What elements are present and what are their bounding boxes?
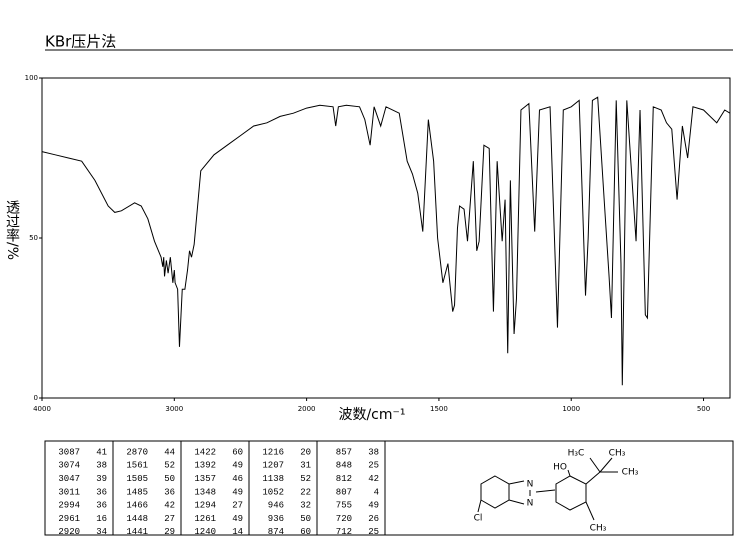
- wavenumber: 1348: [194, 487, 216, 497]
- transmittance: 42: [164, 501, 175, 511]
- wavenumber: 3087: [58, 447, 80, 457]
- wavenumber: 1392: [194, 461, 216, 471]
- transmittance: 34: [96, 527, 107, 537]
- wavenumber: 1561: [126, 461, 148, 471]
- wavenumber: 2870: [126, 447, 148, 457]
- wavenumber: 1357: [194, 474, 216, 484]
- title: KBr压片法: [45, 33, 116, 51]
- transmittance: 60: [300, 527, 311, 537]
- transmittance: 38: [368, 447, 379, 457]
- atom-label: Cl: [474, 514, 483, 524]
- transmittance: 49: [232, 461, 243, 471]
- transmittance: 32: [300, 501, 311, 511]
- transmittance: 42: [368, 474, 379, 484]
- x-tick-label: 1000: [562, 405, 580, 413]
- atom-label: H₃C: [568, 449, 585, 459]
- transmittance: 46: [232, 474, 243, 484]
- y-tick-label: 0: [34, 394, 38, 402]
- wavenumber: 720: [336, 514, 352, 524]
- spectrum-line: [41, 96, 731, 386]
- wavenumber: 1422: [194, 447, 216, 457]
- wavenumber: 1441: [126, 527, 148, 537]
- transmittance: 36: [164, 487, 175, 497]
- wavenumber: 848: [336, 461, 352, 471]
- transmittance: 50: [300, 514, 311, 524]
- transmittance: 25: [368, 527, 379, 537]
- wavenumber: 2961: [58, 514, 80, 524]
- transmittance: 49: [232, 514, 243, 524]
- transmittance: 14: [232, 527, 243, 537]
- x-tick-label: 3000: [165, 405, 183, 413]
- wavenumber: 1240: [194, 527, 216, 537]
- wavenumber: 3047: [58, 474, 80, 484]
- transmittance: 27: [164, 514, 175, 524]
- transmittance: 52: [300, 474, 311, 484]
- transmittance: 39: [96, 474, 107, 484]
- wavenumber: 936: [268, 514, 284, 524]
- transmittance: 41: [96, 447, 107, 457]
- transmittance: 29: [164, 527, 175, 537]
- transmittance: 36: [96, 487, 107, 497]
- transmittance: 38: [96, 461, 107, 471]
- structure-labels: H₃C CH₃ HO CH₃ N N Cl CH₃: [474, 449, 639, 534]
- atom-label: N: [527, 499, 534, 509]
- transmittance: 26: [368, 514, 379, 524]
- transmittance: 60: [232, 447, 243, 457]
- transmittance: 20: [300, 447, 311, 457]
- wavenumber: 1294: [194, 501, 216, 511]
- wavenumber: 874: [268, 527, 284, 537]
- wavenumber: 1448: [126, 514, 148, 524]
- wavenumber: 1138: [262, 474, 284, 484]
- wavenumber: 3011: [58, 487, 80, 497]
- atom-label: CH₃: [622, 468, 639, 478]
- transmittance: 22: [300, 487, 311, 497]
- wavenumber: 1261: [194, 514, 216, 524]
- x-label: 波数/cm⁻¹: [338, 407, 405, 423]
- transmittance: 49: [368, 501, 379, 511]
- wavenumber: 812: [336, 474, 352, 484]
- wavenumber: 1505: [126, 474, 148, 484]
- structure: [477, 457, 618, 521]
- atom-label: N: [527, 480, 534, 490]
- x-tick-label: 2000: [298, 405, 316, 413]
- y-label: 透过率/%: [4, 200, 20, 260]
- y-tick-label: 100: [25, 74, 38, 82]
- wavenumber: 857: [336, 447, 352, 457]
- wavenumber: 1466: [126, 501, 148, 511]
- atom-label: CH₃: [609, 449, 626, 459]
- wavenumber: 1216: [262, 447, 284, 457]
- wavenumber: 1052: [262, 487, 284, 497]
- y-tick-label: 50: [29, 234, 38, 242]
- wavenumber: 807: [336, 487, 352, 497]
- transmittance: 49: [232, 487, 243, 497]
- x-tick-label: 4000: [33, 405, 51, 413]
- transmittance: 31: [300, 461, 311, 471]
- wavenumber: 1485: [126, 487, 148, 497]
- transmittance: 4: [374, 487, 379, 497]
- transmittance: 52: [164, 461, 175, 471]
- transmittance: 25: [368, 461, 379, 471]
- wavenumber: 946: [268, 501, 284, 511]
- atom-label: HO: [553, 463, 567, 473]
- transmittance: 16: [96, 514, 107, 524]
- wavenumber: 755: [336, 501, 352, 511]
- wavenumber: 3074: [58, 461, 80, 471]
- wavenumber: 712: [336, 527, 352, 537]
- transmittance: 44: [164, 447, 175, 457]
- table-frame: [44, 440, 734, 536]
- x-tick-label: 500: [697, 405, 710, 413]
- transmittance: 50: [164, 474, 175, 484]
- atom-label: CH₃: [590, 524, 607, 534]
- wavenumber: 2920: [58, 527, 80, 537]
- wavenumber: 2994: [58, 501, 80, 511]
- transmittance: 27: [232, 501, 243, 511]
- x-tick-label: 1500: [430, 405, 448, 413]
- transmittance: 36: [96, 501, 107, 511]
- wavenumber: 1207: [262, 461, 284, 471]
